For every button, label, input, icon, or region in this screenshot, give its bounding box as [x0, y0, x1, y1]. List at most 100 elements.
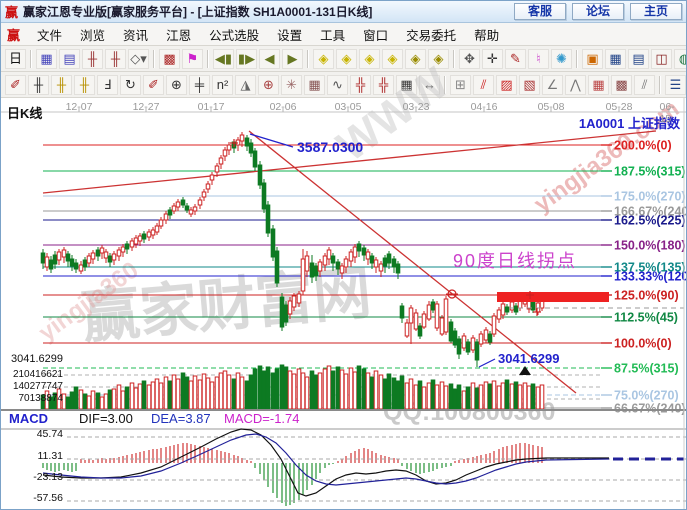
toolbar-row-1: 日▾▦▤╫╫◇▾▩⚑◀▮▮▶◀▶◈◈◈◈◈◈✥✛✎♮✺▣▦▤◫◍	[1, 46, 686, 84]
level-label: 66.67%(240)	[614, 402, 686, 416]
grid-dark-icon[interactable]: ▩	[611, 74, 632, 95]
gold-gann-2-icon[interactable]: ╫	[74, 74, 95, 95]
toolbar-separator	[576, 49, 578, 68]
menu-item-8[interactable]: 交易委托	[406, 28, 457, 43]
menu-item-5[interactable]: 设置	[277, 28, 303, 43]
grid-red-icon[interactable]: ▦	[588, 74, 609, 95]
kline-plot[interactable]: 200.0%(0) 187.5%(315) 175.0%(270)166.67%(2…	[1, 98, 687, 510]
last-bar-icon[interactable]: ▮▶	[236, 48, 257, 69]
menu-item-6[interactable]: 工具	[320, 28, 346, 43]
menu-item-0[interactable]: 文件	[37, 28, 63, 43]
brush-2-icon[interactable]: ✐	[143, 74, 164, 95]
date-tick-label: 04-16	[470, 101, 498, 113]
macd-value: MACD=-1.74	[224, 411, 300, 426]
diamond-h-icon[interactable]: ◈	[359, 48, 380, 69]
period-day-dropdown[interactable]: 日▾	[5, 48, 26, 84]
chart-area[interactable]: 赢家财富网 WWW yingjia360.com yingjia360 QQ:10080…	[1, 58, 687, 510]
level-label: 166.67%(240)	[614, 205, 687, 219]
square-grid-icon[interactable]: ▦	[304, 74, 325, 95]
toolbar-row-2: ✐ ╫ ╫ ╫ Ⅎ ↻ ✐ ⊕ ╪ n² ◮ ⊕ ✳ ▦ ∿ ╬ ╬ ▦ ↔ ⊞ ⫽ ▨ ▧ ∠ ⋀ ▦ ▩ ⫽ ☰	[1, 72, 686, 98]
shaded-box-icon[interactable]: ▧	[519, 74, 540, 95]
menu-item-3[interactable]: 江恩	[166, 28, 192, 43]
shen-grid-icon[interactable]: ╬	[350, 74, 371, 95]
macd-dif-value: DIF=3.00	[79, 411, 133, 426]
ruler-grid-icon[interactable]: ╫	[28, 74, 49, 95]
titlebar-buttons: 客服 论坛 主页	[508, 3, 682, 20]
level-label: 150.0%(180)	[614, 239, 686, 253]
bars-3-icon[interactable]: ╫	[82, 48, 103, 69]
star-burst-icon[interactable]: ✳	[281, 74, 302, 95]
bars-9-icon[interactable]: ╫	[105, 48, 126, 69]
level-label: 200.0%(0)	[614, 139, 672, 153]
fan-lines-icon[interactable]: ⫽	[473, 74, 494, 95]
menu-item-1[interactable]: 浏览	[80, 28, 106, 43]
titlebar-button-0[interactable]: 客服	[514, 3, 566, 20]
macd-axis-value: -57.56	[33, 492, 63, 504]
candle-dropdown-icon[interactable]: ◇▾	[128, 48, 149, 69]
level-label: 162.5%(225)	[614, 214, 686, 228]
n2-icon[interactable]: n²	[212, 74, 233, 95]
fibonacci-icon[interactable]: Ⅎ	[97, 74, 118, 95]
brush-icon[interactable]: ✐	[5, 74, 26, 95]
brain-icon[interactable]: ✺	[551, 48, 572, 69]
ticks-icon[interactable]: ╪	[189, 74, 210, 95]
gann-fan-box-icon[interactable]: ▨	[496, 74, 517, 95]
globe-icon[interactable]: ◍	[674, 48, 686, 69]
calendar-21-icon[interactable]: ▣	[582, 48, 603, 69]
peak-price-annotation: 3587.0300	[297, 139, 363, 155]
titlebar-button-1[interactable]: 论坛	[572, 3, 624, 20]
spiral-icon[interactable]: ↻	[120, 74, 141, 95]
angle-tool-icon[interactable]: ◮	[235, 74, 256, 95]
menu-item-9[interactable]: 帮助	[474, 28, 500, 43]
diamond-v-icon[interactable]: ◈	[405, 48, 426, 69]
draw-line-icon[interactable]: ✎	[505, 48, 526, 69]
level-label: 112.5%(45)	[614, 311, 678, 325]
first-bar-icon[interactable]: ◀▮	[213, 48, 234, 69]
hand-tool-icon[interactable]: ✥	[459, 48, 480, 69]
width-measure-icon[interactable]: ↔	[419, 74, 440, 95]
cycle-circle-icon[interactable]: ⊕	[166, 74, 187, 95]
note-list-icon[interactable]: ▤	[59, 48, 80, 69]
ribbon-icon[interactable]: ♮	[528, 48, 549, 69]
prev-icon[interactable]: ◀	[259, 48, 280, 69]
red-highlight-block	[497, 292, 609, 302]
wave-icon[interactable]: ∿	[327, 74, 348, 95]
angle-lines-icon[interactable]: ∠	[542, 74, 563, 95]
pattern-window-icon[interactable]: ▦	[36, 48, 57, 69]
list-icon[interactable]: ☰	[665, 74, 686, 95]
gold-gann-1-icon[interactable]: ╫	[51, 74, 72, 95]
level-label: 137.5%(135)	[614, 261, 686, 275]
save-icon[interactable]: ◫	[651, 48, 672, 69]
parallel-lines-icon[interactable]: ⫽	[634, 74, 655, 95]
flag-icon[interactable]: ⚑	[182, 48, 203, 69]
level-label: 133.33%(120)	[614, 270, 687, 284]
menu-item-7[interactable]: 窗口	[363, 28, 389, 43]
low-price-annotation: 3041.6299	[498, 351, 559, 366]
diamond-left-icon[interactable]: ◈	[313, 48, 334, 69]
next-icon[interactable]: ▶	[282, 48, 303, 69]
ruler-123-icon[interactable]: ▦	[396, 74, 417, 95]
target-icon[interactable]: ⊕	[258, 74, 279, 95]
crosshair-icon[interactable]: ✛	[482, 48, 503, 69]
zigzag-icon[interactable]: ⋀	[565, 74, 586, 95]
macd-axis-value: 45.74	[36, 428, 63, 440]
menu-item-4[interactable]: 公式选股	[209, 28, 260, 43]
box-tool-icon[interactable]: ⊞	[450, 74, 471, 95]
level-label: 87.5%(315)	[614, 362, 679, 376]
diamond-move-icon[interactable]: ◈	[428, 48, 449, 69]
diamond-x-icon[interactable]: ◈	[382, 48, 403, 69]
calculator-icon[interactable]: ▦	[605, 48, 626, 69]
report-icon[interactable]: ▤	[628, 48, 649, 69]
ying-grid-icon[interactable]: ╬	[373, 74, 394, 95]
diamond-right-icon[interactable]: ◈	[336, 48, 357, 69]
macd-dea-value: DEA=3.87	[151, 411, 211, 426]
date-tick-label: 06-15	[659, 101, 675, 125]
toolbar-separator	[30, 49, 32, 68]
date-tick-label: 05-08	[537, 101, 565, 113]
gann-box-icon[interactable]: ▩	[159, 48, 180, 69]
menu-item-2[interactable]: 资讯	[123, 28, 149, 43]
macd-indicator-label: MACD	[9, 411, 48, 426]
level-label: 175.0%(270)	[614, 190, 686, 204]
titlebar-button-2[interactable]: 主页	[630, 3, 682, 20]
date-tick-label: 03-05	[334, 101, 362, 113]
